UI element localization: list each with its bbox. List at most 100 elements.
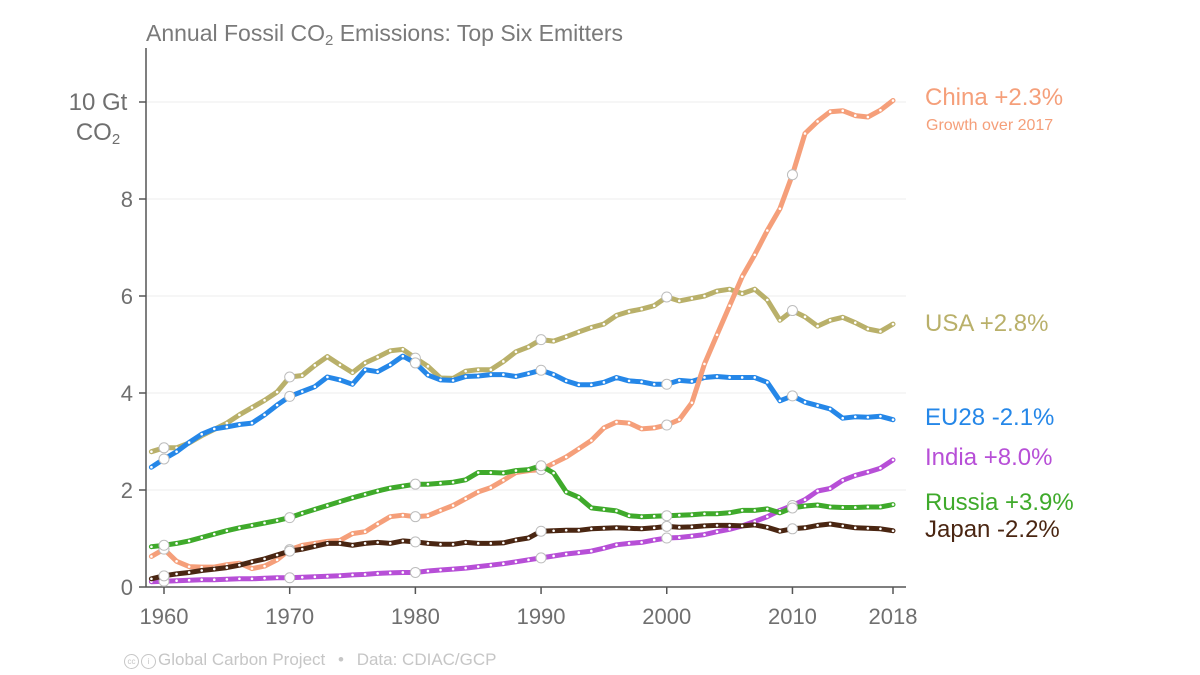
point-usa-1968 <box>263 398 266 402</box>
point-japan-1961 <box>175 572 178 576</box>
point-japan-1975 <box>351 543 354 547</box>
cc-license-icon: cc <box>124 654 139 669</box>
point-china-1975 <box>351 532 354 535</box>
point-russia-1992 <box>564 490 568 494</box>
point-india-1962 <box>187 578 191 582</box>
point-china-1976 <box>363 530 367 534</box>
point-japan-1998 <box>640 527 643 531</box>
decade-marker-japan-1970 <box>284 545 296 557</box>
point-japan-1984 <box>464 541 467 544</box>
point-india-2004 <box>715 530 719 534</box>
decade-marker-usa-1990 <box>535 334 547 346</box>
point-eu28-1978 <box>388 363 392 367</box>
point-india-1996 <box>615 543 618 547</box>
decade-marker-usa-1970 <box>284 371 296 383</box>
point-china-1986 <box>489 486 493 489</box>
point-eu28-1972 <box>313 385 317 388</box>
point-usa-2008 <box>766 298 769 302</box>
point-usa-2003 <box>703 294 706 298</box>
point-russia-1981 <box>426 482 430 486</box>
point-usa-1969 <box>275 390 279 394</box>
point-russia-1979 <box>401 484 405 488</box>
point-russia-1977 <box>376 489 379 493</box>
point-india-1975 <box>351 573 354 577</box>
point-china-2003 <box>703 362 706 366</box>
point-eu28-1971 <box>300 390 304 393</box>
point-russia-1984 <box>464 478 467 482</box>
point-russia-1973 <box>326 504 329 507</box>
point-india-1978 <box>388 571 392 575</box>
point-india-2008 <box>766 515 769 518</box>
point-russia-1975 <box>351 496 354 500</box>
point-china-1961 <box>175 559 178 563</box>
point-eu28-2011 <box>803 400 807 404</box>
point-eu28-1994 <box>590 383 593 387</box>
point-eu28-1983 <box>451 379 455 382</box>
point-india-2017 <box>879 466 882 470</box>
point-china-2016 <box>866 115 870 119</box>
point-japan-1974 <box>338 542 342 545</box>
point-japan-1985 <box>476 542 480 545</box>
point-russia-1986 <box>489 471 493 474</box>
x-tick-label-1990: 1990 <box>517 604 566 629</box>
point-india-2002 <box>690 534 694 538</box>
point-india-1982 <box>439 568 442 572</box>
point-usa-1977 <box>376 355 379 359</box>
point-usa-2016 <box>866 327 870 331</box>
point-usa-1979 <box>401 348 405 351</box>
point-usa-1993 <box>577 330 581 334</box>
point-russia-1961 <box>175 542 178 545</box>
point-japan-1978 <box>388 542 392 545</box>
point-india-2011 <box>803 498 807 502</box>
point-usa-1959 <box>150 450 153 453</box>
point-china-2018 <box>891 99 895 102</box>
point-eu28-1989 <box>527 372 530 375</box>
point-eu28-1975 <box>351 382 354 386</box>
point-china-1977 <box>376 522 379 526</box>
point-russia-1987 <box>502 471 505 475</box>
point-usa-2018 <box>891 322 895 326</box>
point-japan-1967 <box>250 560 254 564</box>
point-china-1979 <box>401 513 405 517</box>
point-china-1978 <box>388 515 392 518</box>
point-usa-2004 <box>715 289 719 293</box>
label-china: China +2.3% <box>925 84 1064 111</box>
decade-marker-usa-1960 <box>158 442 170 454</box>
point-india-1984 <box>464 566 467 570</box>
decade-marker-india-1990 <box>535 552 547 564</box>
point-russia-1969 <box>275 519 279 522</box>
point-japan-2008 <box>766 526 769 529</box>
x-tick-label-1980: 1980 <box>391 604 440 629</box>
point-india-2015 <box>853 474 857 477</box>
point-usa-2015 <box>853 321 857 324</box>
point-russia-1998 <box>640 515 643 518</box>
series-line-russia <box>148 463 896 550</box>
point-india-1967 <box>250 577 254 581</box>
point-japan-1997 <box>627 527 631 530</box>
point-china-1997 <box>627 421 631 425</box>
point-russia-1964 <box>212 532 216 536</box>
point-japan-1965 <box>225 566 229 569</box>
point-russia-1963 <box>200 536 204 539</box>
point-china-1963 <box>200 565 204 569</box>
point-china-2008 <box>766 229 769 232</box>
point-india-1992 <box>564 552 568 556</box>
point-china-2015 <box>853 114 857 117</box>
point-eu28-2012 <box>816 404 819 407</box>
point-china-1967 <box>250 567 254 570</box>
point-china-2017 <box>879 108 882 112</box>
point-india-2016 <box>866 470 870 474</box>
chart-title: Annual Fossil CO2 Emissions: Top Six Emi… <box>146 20 624 49</box>
point-japan-2013 <box>828 522 832 526</box>
point-china-1985 <box>476 490 480 494</box>
point-china-1992 <box>564 455 568 459</box>
point-japan-1996 <box>615 526 618 530</box>
point-china-1959 <box>150 555 153 558</box>
point-russia-2017 <box>879 505 882 509</box>
point-usa-1991 <box>552 339 555 343</box>
point-usa-1989 <box>527 345 530 349</box>
y-tick-label-0: 0 <box>121 575 133 600</box>
decade-marker-russia-1990 <box>535 460 547 472</box>
point-china-2007 <box>753 253 757 257</box>
